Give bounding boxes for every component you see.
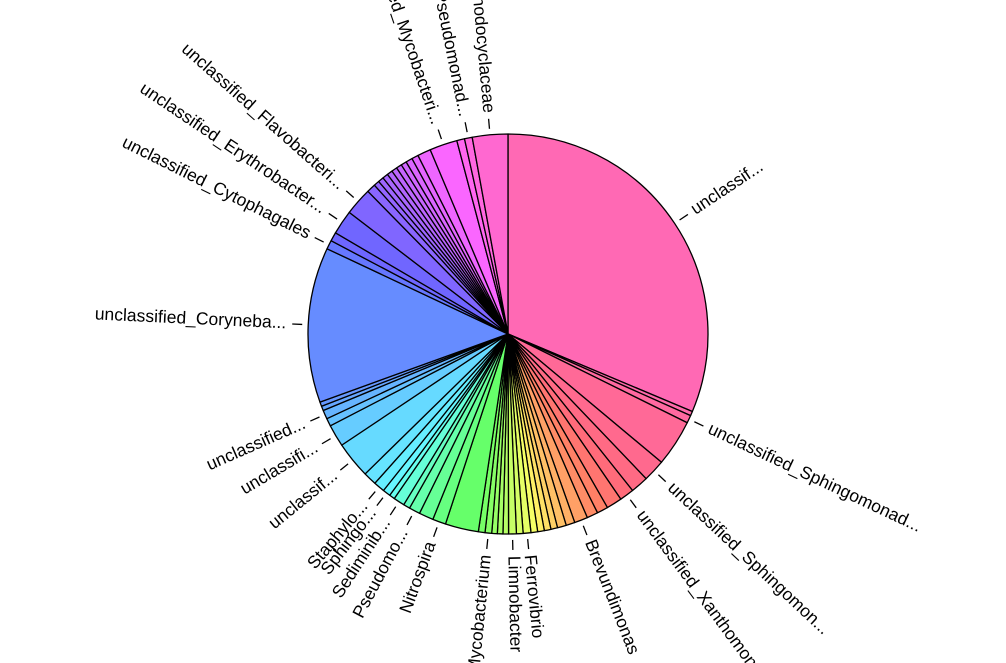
slice-label: unclassified_Sphingomon... <box>664 477 835 639</box>
slice-label: Brevundimonas <box>581 536 644 657</box>
label-tick <box>679 213 689 221</box>
slice-label: unclassif... <box>687 156 767 218</box>
label-tick <box>339 463 349 471</box>
label-tick <box>368 491 376 500</box>
slice-label: Mycobacterium <box>463 554 495 663</box>
label-tick <box>486 538 489 550</box>
pie-slice <box>471 133 509 335</box>
label-tick <box>376 497 384 507</box>
label-tick <box>321 438 331 445</box>
label-tick <box>314 237 324 243</box>
label-tick <box>345 190 355 198</box>
slice-label: unclassified_Sphingomonad... <box>705 418 925 536</box>
label-tick <box>629 499 637 509</box>
pie-slices <box>307 133 709 535</box>
label-ticks <box>292 118 704 550</box>
slice-label: Limnobacter <box>504 556 526 653</box>
label-tick <box>464 122 468 133</box>
label-tick <box>389 506 397 516</box>
label-tick <box>487 118 491 129</box>
pie-slice <box>507 133 709 413</box>
label-tick <box>433 527 438 538</box>
label-tick <box>694 421 704 427</box>
slice-label: unclassified_Coryneba... <box>94 303 286 333</box>
label-tick <box>527 538 530 550</box>
label-tick <box>406 515 413 526</box>
label-tick <box>310 416 320 422</box>
slice-label: unclassified_Xanthomon... <box>632 506 771 663</box>
label-tick <box>328 212 338 220</box>
label-tick <box>582 525 588 536</box>
label-tick <box>657 474 667 483</box>
label-tick <box>437 129 443 140</box>
pie-slice <box>307 248 509 403</box>
slice-label: unclassified_Mycobacteri... <box>359 0 447 127</box>
